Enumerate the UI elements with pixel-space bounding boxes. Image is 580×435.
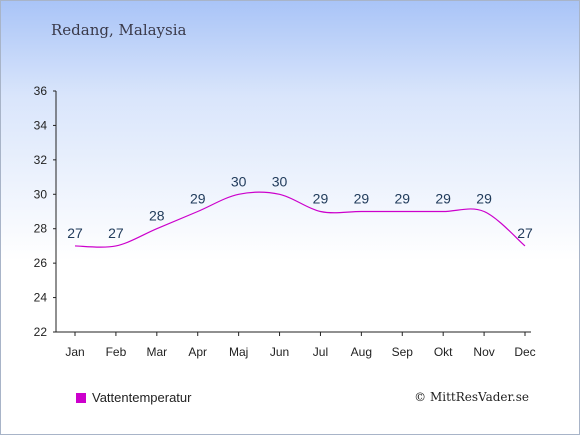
data-label: 29 [394,191,410,207]
y-tick-label: 28 [34,222,48,236]
y-tick-label: 32 [34,153,48,167]
x-tick-label: Aug [351,345,372,359]
x-tick-label: Maj [229,345,248,359]
data-label: 27 [517,225,533,241]
x-tick-label: Jul [313,345,328,359]
y-tick-label: 34 [34,118,48,132]
data-label: 30 [231,173,247,189]
y-tick-label: 30 [34,187,48,201]
data-label: 29 [190,191,206,207]
data-label: 29 [476,191,492,207]
x-tick-label: Apr [188,345,207,359]
x-tick-label: Jun [270,345,289,359]
x-tick-label: Sep [392,345,414,359]
data-label: 27 [67,225,83,241]
x-tick-label: Jan [65,345,84,359]
credit-text: © MittResVader.se [414,390,529,404]
legend: Vattentemperatur [76,390,191,405]
y-tick-label: 26 [34,256,48,270]
x-tick-label: Mar [146,345,167,359]
data-label: 29 [435,191,451,207]
x-tick-label: Feb [106,345,127,359]
location-title: Redang, Malaysia [51,21,187,39]
legend-swatch-icon [76,392,86,403]
x-tick-label: Okt [434,345,453,359]
data-label: 28 [149,208,165,224]
series-line-vattentemperatur [74,191,526,248]
data-label: 29 [313,191,329,207]
data-label: 29 [354,191,370,207]
data-label: 27 [108,225,124,241]
legend-label: Vattentemperatur [92,390,192,405]
data-label: 30 [272,173,288,189]
x-tick-label: Nov [473,345,494,359]
x-tick-label: Dec [514,345,535,359]
y-tick-label: 36 [34,84,48,98]
y-tick-label: 22 [34,325,48,339]
y-tick-label: 24 [34,291,48,305]
